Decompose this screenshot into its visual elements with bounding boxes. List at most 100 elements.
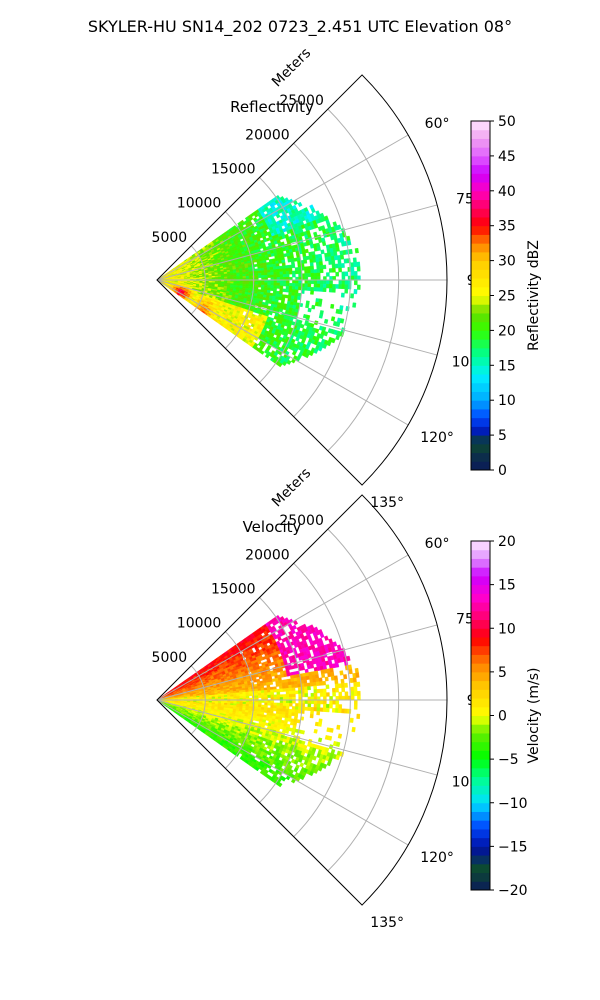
radar-cell: [267, 689, 271, 693]
radar-cell: [326, 272, 330, 277]
radar-cell: [310, 290, 314, 295]
radar-cell: [353, 681, 358, 688]
radar-cell: [279, 708, 284, 712]
radar-cell: [319, 283, 324, 289]
radar-cell: [257, 284, 262, 288]
radar-cell: [288, 264, 293, 269]
radar-cell: [288, 690, 293, 695]
radar-cell: [270, 692, 274, 696]
radar-cell: [255, 699, 259, 703]
radar-cell: [276, 705, 281, 709]
radar-cell: [335, 708, 339, 713]
colorbar-step: [471, 251, 490, 262]
radar-cell: [326, 703, 330, 709]
azimuth-tick-label: 60°: [425, 116, 450, 132]
radar-cell: [316, 287, 321, 292]
radar-cell: [307, 283, 312, 288]
radar-cell: [326, 692, 330, 697]
colorbar-step: [471, 121, 490, 131]
colorbar-step: [471, 408, 490, 419]
radar-cell: [267, 272, 271, 276]
radar-cell: [318, 313, 324, 319]
radar-cell: [356, 713, 361, 720]
radar-cell: [322, 688, 327, 693]
radar-cell: [294, 292, 299, 297]
radar-cell: [263, 709, 268, 713]
colorbar-step: [471, 452, 490, 462]
radar-cell: [325, 707, 330, 713]
radar-cell: [282, 705, 287, 710]
radar-cell: [242, 693, 247, 697]
radar-cell: [332, 288, 336, 293]
colorbar-step: [471, 443, 490, 454]
radar-cell: [270, 705, 274, 709]
radar-cell: [329, 284, 333, 289]
radar-cell: [258, 695, 262, 699]
radar-cell: [307, 269, 312, 274]
radar-cell: [323, 635, 329, 641]
radar-cell: [309, 714, 314, 719]
radar-cell: [285, 708, 290, 713]
radar-cell: [276, 688, 281, 693]
radar-cell: [339, 305, 344, 311]
radar-cell: [286, 280, 290, 284]
radar-cell: [316, 246, 321, 252]
radar-cell: [351, 726, 356, 733]
radar-cell: [294, 683, 299, 688]
radar-cell: [242, 695, 247, 699]
radar-cell: [258, 699, 262, 703]
radar-cell: [270, 702, 275, 706]
colorbar-step: [471, 182, 490, 192]
radar-cell: [329, 667, 334, 673]
radar-cell: [303, 682, 308, 688]
radar-cell: [239, 696, 244, 699]
radar-cell: [317, 302, 323, 307]
radar-cell: [344, 691, 349, 697]
radar-cell: [332, 691, 336, 697]
radar-cell: [264, 692, 268, 696]
colorbar-step: [471, 216, 490, 227]
colorbar-step: [471, 278, 490, 288]
radar-cell: [304, 273, 309, 278]
radar-cell: [304, 269, 308, 274]
radar-cell: [285, 282, 290, 287]
radar-cell: [304, 266, 308, 271]
radar-cell: [344, 708, 349, 714]
radar-cell: [353, 691, 358, 697]
colorbar-step: [471, 365, 490, 375]
radar-cell: [313, 728, 318, 734]
radar-cell: [264, 699, 268, 703]
radar-cell: [300, 729, 305, 735]
radar-cell: [281, 714, 286, 718]
radar-cell: [267, 282, 271, 286]
radar-cell: [316, 703, 321, 708]
radar-cell: [282, 694, 287, 698]
radar-cell: [356, 266, 361, 272]
radar-cell: [316, 283, 321, 288]
radar-cell: [291, 706, 296, 710]
colorbar-tick-label: 30: [498, 254, 516, 270]
radar-cell: [295, 283, 299, 287]
radar-cell: [248, 273, 253, 277]
radar-cell: [282, 685, 286, 690]
radar-cell: [255, 695, 259, 699]
radar-cell: [245, 695, 250, 699]
radar-cell: [310, 700, 315, 705]
radar-cell: [321, 241, 327, 247]
radar-cell: [298, 700, 302, 704]
radar-cell: [307, 286, 312, 291]
radar-cell: [341, 280, 346, 285]
radar-cell: [255, 279, 259, 283]
radar-cell: [353, 289, 358, 295]
radar-cell: [261, 692, 265, 696]
radar-cell: [263, 682, 267, 686]
radar-cell: [352, 677, 357, 683]
radar-cell: [285, 285, 290, 290]
radar-cell: [330, 316, 336, 322]
radar-cell: [276, 271, 281, 275]
radar-cell: [276, 280, 281, 284]
radar-cell: [318, 718, 323, 724]
radial-tick-label: 15000: [211, 161, 256, 177]
radar-cell: [304, 693, 309, 698]
radar-cell: [279, 265, 283, 270]
